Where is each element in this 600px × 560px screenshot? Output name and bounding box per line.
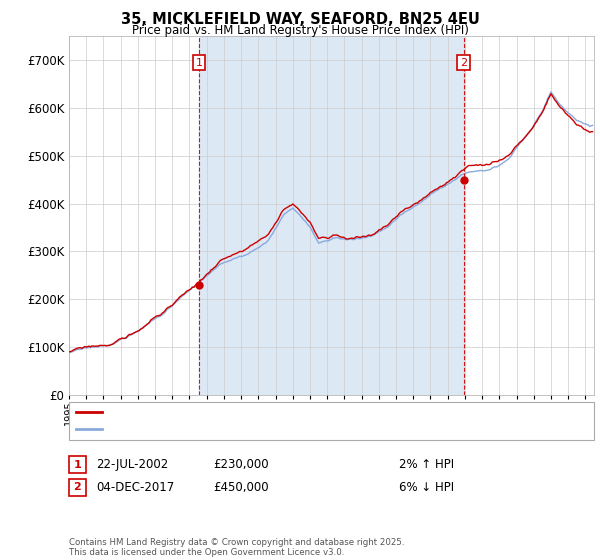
Text: 22-JUL-2002: 22-JUL-2002	[97, 458, 169, 472]
Text: 2% ↑ HPI: 2% ↑ HPI	[399, 458, 454, 472]
Text: Price paid vs. HM Land Registry's House Price Index (HPI): Price paid vs. HM Land Registry's House …	[131, 24, 469, 37]
Text: £450,000: £450,000	[213, 480, 269, 494]
Text: 35, MICKLEFIELD WAY, SEAFORD, BN25 4EU (detached house): 35, MICKLEFIELD WAY, SEAFORD, BN25 4EU (…	[108, 407, 430, 417]
Text: Contains HM Land Registry data © Crown copyright and database right 2025.
This d: Contains HM Land Registry data © Crown c…	[69, 538, 404, 557]
Text: 2: 2	[74, 482, 81, 492]
Text: £230,000: £230,000	[213, 458, 269, 472]
Text: HPI: Average price, detached house, Lewes: HPI: Average price, detached house, Lewe…	[108, 424, 333, 434]
Text: 1: 1	[74, 460, 81, 470]
Bar	[199, 36, 464, 395]
Text: 6% ↓ HPI: 6% ↓ HPI	[399, 480, 454, 494]
Text: 04-DEC-2017: 04-DEC-2017	[97, 480, 175, 494]
Text: 2: 2	[460, 58, 467, 68]
Text: 1: 1	[196, 58, 202, 68]
Text: 35, MICKLEFIELD WAY, SEAFORD, BN25 4EU: 35, MICKLEFIELD WAY, SEAFORD, BN25 4EU	[121, 12, 479, 27]
